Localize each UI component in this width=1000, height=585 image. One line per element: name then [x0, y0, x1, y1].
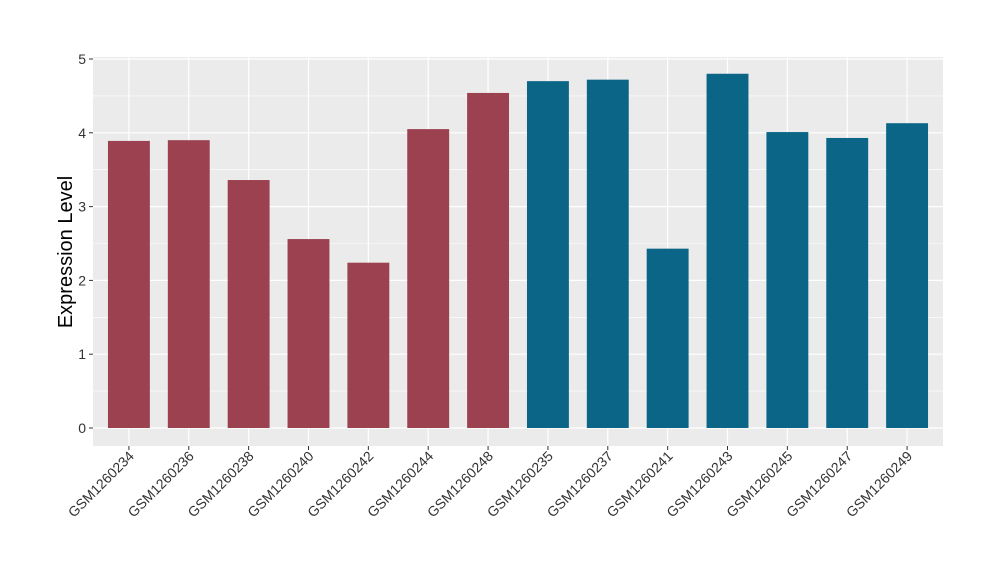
bar-GSM1260249 — [886, 123, 929, 429]
bars — [107, 73, 929, 429]
bar-GSM1260245 — [766, 132, 809, 428]
bar-GSM1260247 — [826, 137, 869, 428]
bar-GSM1260248 — [467, 92, 510, 428]
bar-GSM1260244 — [407, 129, 450, 429]
bar-GSM1260236 — [167, 140, 210, 428]
bar-GSM1260242 — [347, 262, 390, 428]
bar-GSM1260234 — [107, 140, 150, 428]
y-tick-label: 1 — [78, 346, 86, 362]
y-tick-label: 3 — [78, 199, 86, 215]
bar-GSM1260237 — [586, 79, 629, 428]
x-axis: GSM1260234GSM1260236GSM1260238GSM1260240… — [65, 446, 915, 520]
y-tick-label: 5 — [78, 51, 86, 67]
bar-GSM1260240 — [287, 239, 330, 428]
bar-GSM1260235 — [526, 81, 569, 428]
plot-panel — [93, 57, 943, 446]
bar-GSM1260241 — [646, 248, 689, 428]
bar-GSM1260243 — [706, 73, 749, 428]
y-axis: 0 1 2 3 4 5 — [78, 51, 93, 436]
bar-GSM1260238 — [227, 180, 270, 428]
y-tick-label: 4 — [78, 125, 86, 141]
y-tick-label: 2 — [78, 272, 86, 288]
y-tick-label: 0 — [78, 420, 86, 436]
y-axis-label: Expression Level — [55, 176, 77, 328]
